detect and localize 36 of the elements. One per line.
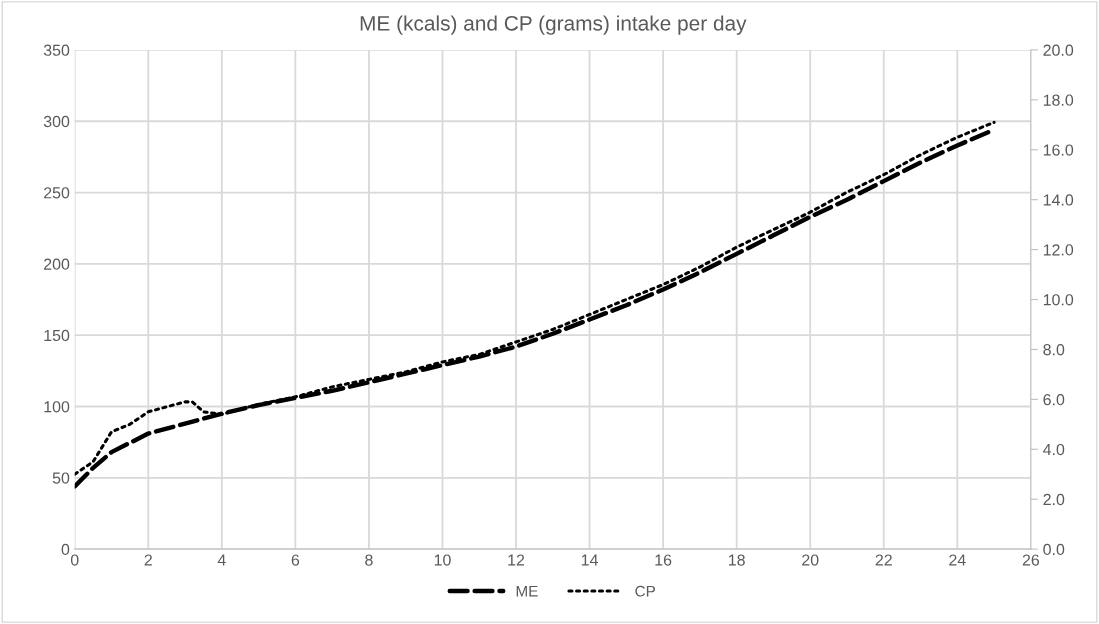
y2-tick-label: 2.0 xyxy=(1043,493,1065,506)
x-tick-label: 20 xyxy=(802,554,819,566)
x-tick-label: 8 xyxy=(365,554,373,566)
y2-tick-label: 10.0 xyxy=(1043,294,1074,306)
y2-tick-label: 0.0 xyxy=(1043,543,1065,556)
y-tick-label: 0 xyxy=(61,543,70,556)
y2-tick-label: 18.0 xyxy=(1043,94,1074,106)
y-tick-label: 250 xyxy=(44,187,70,199)
x-tick-label: 12 xyxy=(508,554,525,566)
y-tick-label: 100 xyxy=(44,401,70,413)
x-tick-label: 2 xyxy=(144,554,152,566)
y-tick-label: 350 xyxy=(43,44,70,56)
y2-tick-label: 16.0 xyxy=(1043,144,1074,156)
x-tick-label: 22 xyxy=(875,554,892,566)
x-tick-label: 6 xyxy=(291,554,300,566)
y-tick-label: 300 xyxy=(43,115,70,128)
y2-tick-label: 4.0 xyxy=(1043,443,1065,456)
y2-tick-label: 20.0 xyxy=(1043,44,1074,56)
y2-tick-label: 14.0 xyxy=(1043,194,1074,206)
y2-tick-label: 6.0 xyxy=(1043,393,1065,406)
x-tick-label: 4 xyxy=(217,554,226,566)
x-tick-label: 26 xyxy=(1022,554,1040,566)
chart-title: ME (kcals) and CP (grams) intake per day xyxy=(360,15,747,35)
legend-label: ME xyxy=(516,585,538,597)
y-tick-label: 150 xyxy=(44,329,70,342)
y2-tick-label: 8.0 xyxy=(1043,344,1065,356)
x-tick-label: 16 xyxy=(655,554,672,566)
x-tick-label: 0 xyxy=(70,554,79,566)
x-tick-label: 24 xyxy=(949,554,966,566)
x-tick-label: 10 xyxy=(434,554,451,566)
legend-label: CP xyxy=(635,585,656,597)
x-tick-label: 14 xyxy=(581,554,598,566)
x-tick-label: 18 xyxy=(729,554,745,566)
y-tick-label: 50 xyxy=(52,472,70,484)
y2-tick-label: 12.0 xyxy=(1043,244,1074,256)
y-tick-label: 200 xyxy=(44,258,70,270)
